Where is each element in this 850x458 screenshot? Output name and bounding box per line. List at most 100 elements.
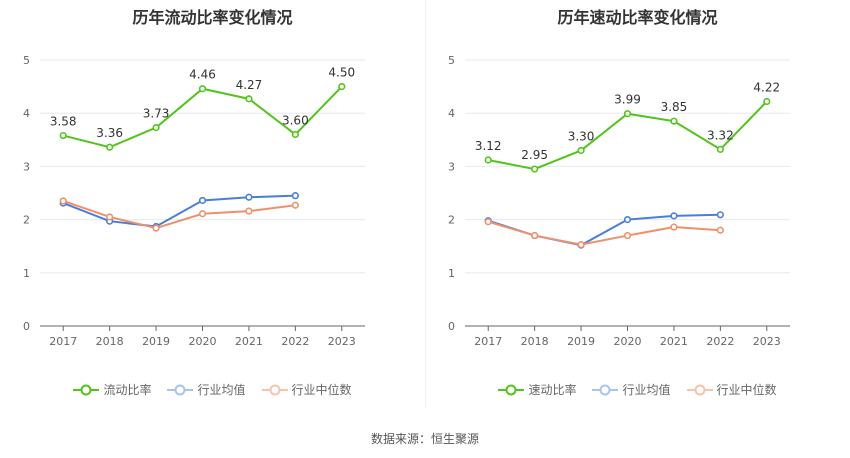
series-line-median	[62, 200, 296, 230]
data-point-median	[716, 226, 724, 234]
data-point-median	[670, 223, 678, 231]
data-point-avg	[198, 196, 207, 205]
data-point-median	[623, 231, 632, 240]
data-label: 2.95	[521, 148, 548, 162]
data-point-main	[291, 130, 299, 139]
legend-line-icon	[592, 384, 619, 395]
x-tick-label: 2018	[96, 335, 124, 348]
legend-label: 速动比率	[528, 383, 577, 397]
y-tick-label: 1	[23, 267, 30, 280]
data-label: 3.36	[96, 126, 123, 140]
y-tick-label: 0	[448, 320, 455, 333]
legend-label: 行业中位数	[716, 383, 777, 397]
x-tick-label: 2022	[706, 335, 734, 348]
x-tick-label: 2017	[49, 335, 77, 348]
current-ratio-plot: 0 1 2 3 4 5 2017 2018 2019 2020 2021 2022 2023 3.58 3.…	[23, 54, 365, 348]
y-tick-label: 4	[448, 107, 455, 120]
y-tick-label: 4	[23, 107, 30, 120]
data-label: 4.22	[753, 80, 780, 94]
panel-divider	[425, 0, 426, 408]
y-tick-label: 3	[23, 160, 30, 173]
legend-item-quick-ratio[interactable]: 速动比率	[498, 381, 576, 398]
data-point-main	[106, 143, 114, 151]
legend: 速动比率 行业均值 行业中位数	[425, 381, 850, 398]
quick-ratio-plot: 0 1 2 3 4 5 2017 2018 2019 2020 2021 2022 2023 3.12 2.…	[448, 54, 790, 348]
current-ratio-panel: 历年流动比率变化情况 0 1 2 3 4 5 2017 2018 2019 2020 2021 202…	[0, 0, 425, 420]
legend-item-industry-avg[interactable]: 行业均值	[592, 381, 671, 398]
legend-line-icon	[686, 384, 713, 395]
y-tick-label: 2	[23, 214, 30, 227]
data-point-median	[531, 231, 539, 240]
data-point-main	[245, 95, 253, 103]
chart-title: 历年速动比率变化情况	[557, 8, 718, 27]
data-point-median	[152, 224, 160, 232]
data-point-main	[670, 117, 678, 125]
y-tick-label: 5	[448, 54, 455, 67]
x-tick-label: 2023	[753, 335, 781, 348]
data-point-main	[531, 165, 539, 173]
legend-line-icon	[73, 384, 100, 395]
x-tick-label: 2020	[189, 335, 217, 348]
legend-label: 行业均值	[197, 383, 246, 397]
series-line-median	[487, 220, 721, 246]
data-point-main	[198, 85, 207, 93]
data-label: 3.30	[568, 129, 595, 143]
data-point-avg	[623, 216, 632, 224]
data-label: 3.12	[475, 139, 502, 153]
data-label: 4.27	[236, 78, 263, 92]
data-point-median	[291, 201, 299, 209]
data-point-main	[152, 123, 160, 132]
data-label: 3.85	[661, 100, 688, 114]
legend-label: 行业均值	[622, 383, 671, 397]
data-point-median	[198, 210, 207, 218]
x-tick-label: 2018	[521, 335, 549, 348]
y-tick-label: 3	[448, 160, 455, 173]
legend-item-industry-median[interactable]: 行业中位数	[261, 381, 352, 398]
legend-item-current-ratio[interactable]: 流动比率	[73, 381, 151, 398]
data-point-avg	[291, 192, 299, 200]
data-point-avg	[716, 211, 724, 219]
data-point-main	[59, 131, 67, 140]
x-tick-label: 2021	[235, 335, 263, 348]
data-point-avg	[670, 212, 678, 220]
series-line-avg	[62, 194, 296, 228]
legend-item-industry-avg[interactable]: 行业均值	[167, 381, 246, 398]
data-label: 3.32	[707, 128, 734, 142]
data-point-main	[484, 156, 492, 164]
legend-line-icon	[498, 384, 525, 395]
chart-title: 历年流动比率变化情况	[132, 8, 293, 27]
y-tick-label: 0	[23, 320, 30, 333]
x-tick-label: 2021	[660, 335, 688, 348]
x-tick-label: 2019	[567, 335, 595, 348]
legend: 流动比率 行业均值 行业中位数	[0, 381, 425, 398]
data-label: 4.50	[328, 66, 355, 80]
x-tick-label: 2020	[614, 335, 642, 348]
x-tick-label: 2023	[328, 335, 356, 348]
x-tick-label: 2017	[474, 335, 502, 348]
legend-item-industry-median[interactable]: 行业中位数	[686, 381, 777, 398]
data-label: 3.73	[143, 107, 170, 121]
data-point-main	[623, 110, 632, 118]
data-point-main	[338, 82, 346, 91]
data-point-median	[106, 213, 114, 221]
legend-label: 流动比率	[103, 383, 152, 397]
data-point-avg	[245, 193, 253, 201]
legend-line-icon	[167, 384, 194, 395]
data-label: 3.99	[614, 93, 641, 107]
data-point-main	[716, 145, 724, 153]
data-point-main	[577, 146, 585, 155]
data-source-note: 数据来源：恒生聚源	[370, 432, 479, 446]
y-tick-label: 5	[23, 54, 30, 67]
x-tick-label: 2022	[281, 335, 309, 348]
y-tick-label: 2	[448, 214, 455, 227]
data-point-median	[245, 207, 253, 215]
data-point-median	[59, 197, 67, 205]
y-tick-label: 1	[448, 267, 455, 280]
legend-line-icon	[261, 384, 288, 395]
data-label: 3.58	[50, 115, 77, 129]
data-point-main	[763, 97, 771, 106]
data-point-median	[577, 241, 585, 249]
quick-ratio-panel: 历年速动比率变化情况 0 1 2 3 4 5 2017 2018 2019 2020 2021 202…	[425, 0, 850, 420]
data-label: 4.46	[189, 68, 216, 82]
x-tick-label: 2019	[142, 335, 170, 348]
